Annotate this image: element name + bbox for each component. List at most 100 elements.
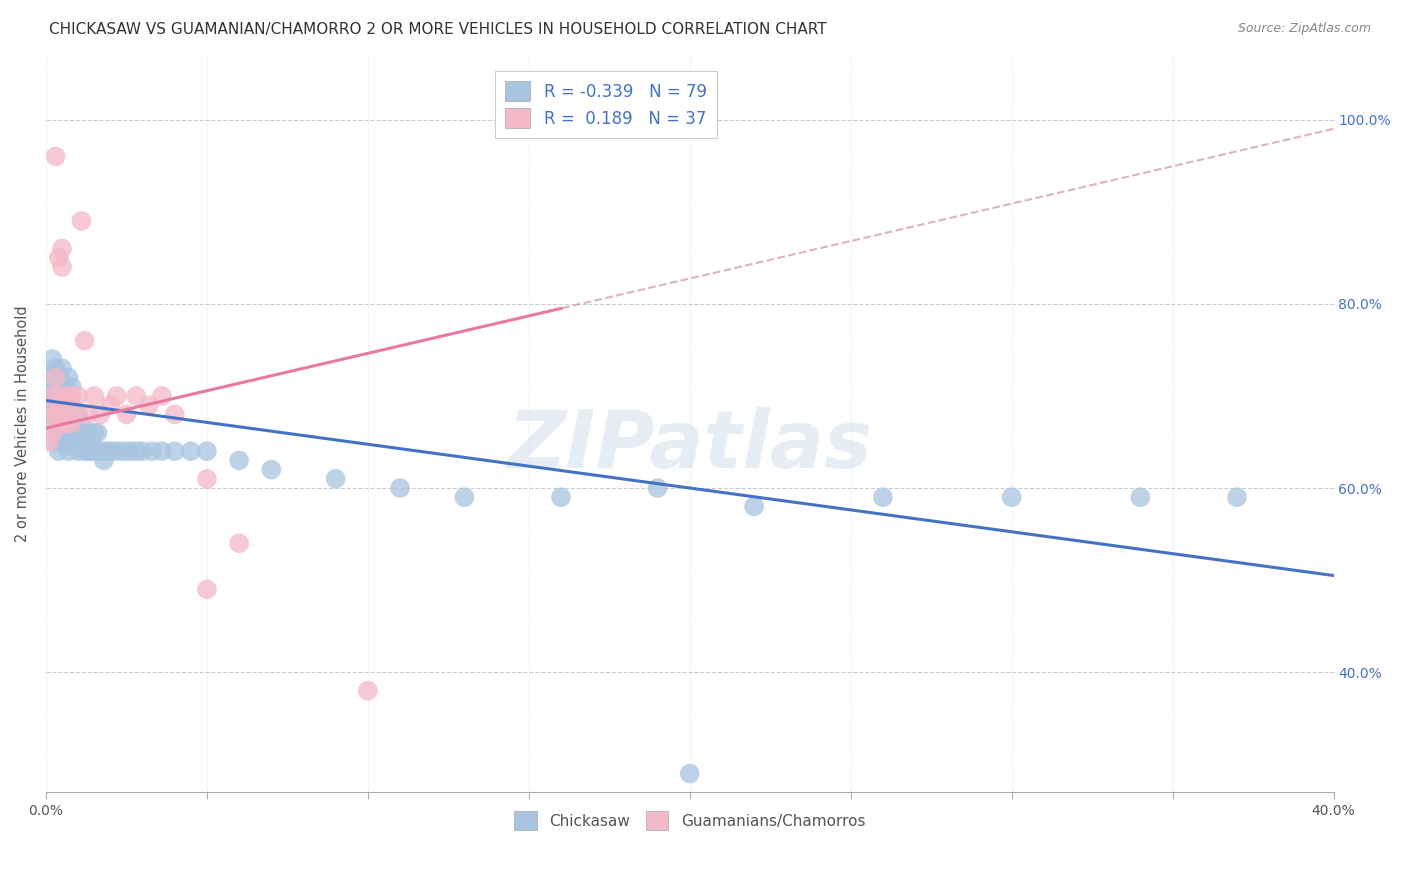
Point: [51, 434, 73, 449]
Point: [48, 251, 70, 265]
Text: ZIPatlas: ZIPatlas: [508, 407, 872, 484]
Point: [228, 536, 250, 550]
Point: [195, 582, 218, 597]
Point: [195, 444, 218, 458]
Point: [67, 444, 90, 458]
Legend: Chickasaw, Guamanians/Chamorros: Chickasaw, Guamanians/Chamorros: [508, 805, 872, 836]
Point: [86, 444, 108, 458]
Point: [41, 352, 63, 367]
Point: [48, 389, 70, 403]
Point: [453, 490, 475, 504]
Point: [115, 408, 138, 422]
Point: [51, 398, 73, 412]
Point: [60, 398, 83, 412]
Point: [98, 398, 121, 412]
Point: [742, 500, 765, 514]
Point: [1129, 490, 1152, 504]
Point: [38, 370, 60, 384]
Point: [58, 408, 80, 422]
Point: [45, 434, 67, 449]
Point: [38, 408, 60, 422]
Point: [38, 389, 60, 403]
Point: [38, 434, 60, 449]
Point: [45, 417, 67, 431]
Point: [76, 425, 98, 440]
Point: [58, 425, 80, 440]
Point: [93, 453, 115, 467]
Point: [41, 408, 63, 422]
Point: [51, 361, 73, 376]
Text: Source: ZipAtlas.com: Source: ZipAtlas.com: [1237, 22, 1371, 36]
Point: [647, 481, 669, 495]
Point: [112, 444, 135, 458]
Point: [150, 389, 173, 403]
Point: [90, 444, 112, 458]
Point: [41, 389, 63, 403]
Point: [70, 417, 93, 431]
Point: [48, 408, 70, 422]
Point: [60, 434, 83, 449]
Point: [86, 425, 108, 440]
Point: [60, 417, 83, 431]
Point: [45, 398, 67, 412]
Point: [67, 425, 90, 440]
Point: [131, 444, 153, 458]
Point: [105, 444, 128, 458]
Point: [58, 389, 80, 403]
Point: [48, 389, 70, 403]
Point: [51, 380, 73, 394]
Point: [67, 408, 90, 422]
Point: [195, 472, 218, 486]
Point: [70, 434, 93, 449]
Point: [83, 389, 105, 403]
Point: [45, 380, 67, 394]
Point: [118, 444, 141, 458]
Point: [63, 434, 86, 449]
Point: [53, 380, 76, 394]
Point: [125, 389, 148, 403]
Point: [48, 370, 70, 384]
Point: [51, 417, 73, 431]
Point: [51, 242, 73, 256]
Point: [1226, 490, 1249, 504]
Point: [41, 389, 63, 403]
Point: [90, 408, 112, 422]
Point: [83, 444, 105, 458]
Point: [45, 149, 67, 163]
Point: [105, 389, 128, 403]
Point: [357, 683, 380, 698]
Point: [76, 444, 98, 458]
Point: [60, 389, 83, 403]
Point: [48, 444, 70, 458]
Point: [45, 370, 67, 384]
Point: [872, 490, 894, 504]
Point: [325, 472, 347, 486]
Point: [141, 444, 163, 458]
Point: [45, 361, 67, 376]
Point: [53, 398, 76, 412]
Text: CHICKASAW VS GUAMANIAN/CHAMORRO 2 OR MORE VEHICLES IN HOUSEHOLD CORRELATION CHAR: CHICKASAW VS GUAMANIAN/CHAMORRO 2 OR MOR…: [49, 22, 827, 37]
Point: [228, 453, 250, 467]
Point: [163, 444, 186, 458]
Point: [53, 417, 76, 431]
Point: [1001, 490, 1024, 504]
Point: [41, 425, 63, 440]
Point: [48, 425, 70, 440]
Point: [98, 444, 121, 458]
Point: [163, 408, 186, 422]
Point: [96, 444, 118, 458]
Point: [60, 417, 83, 431]
Point: [80, 444, 103, 458]
Point: [53, 408, 76, 422]
Point: [41, 425, 63, 440]
Point: [45, 408, 67, 422]
Point: [48, 408, 70, 422]
Y-axis label: 2 or more Vehicles in Household: 2 or more Vehicles in Household: [15, 305, 30, 541]
Point: [58, 408, 80, 422]
Point: [679, 766, 702, 780]
Point: [389, 481, 412, 495]
Point: [53, 417, 76, 431]
Point: [73, 444, 96, 458]
Point: [83, 425, 105, 440]
Point: [58, 370, 80, 384]
